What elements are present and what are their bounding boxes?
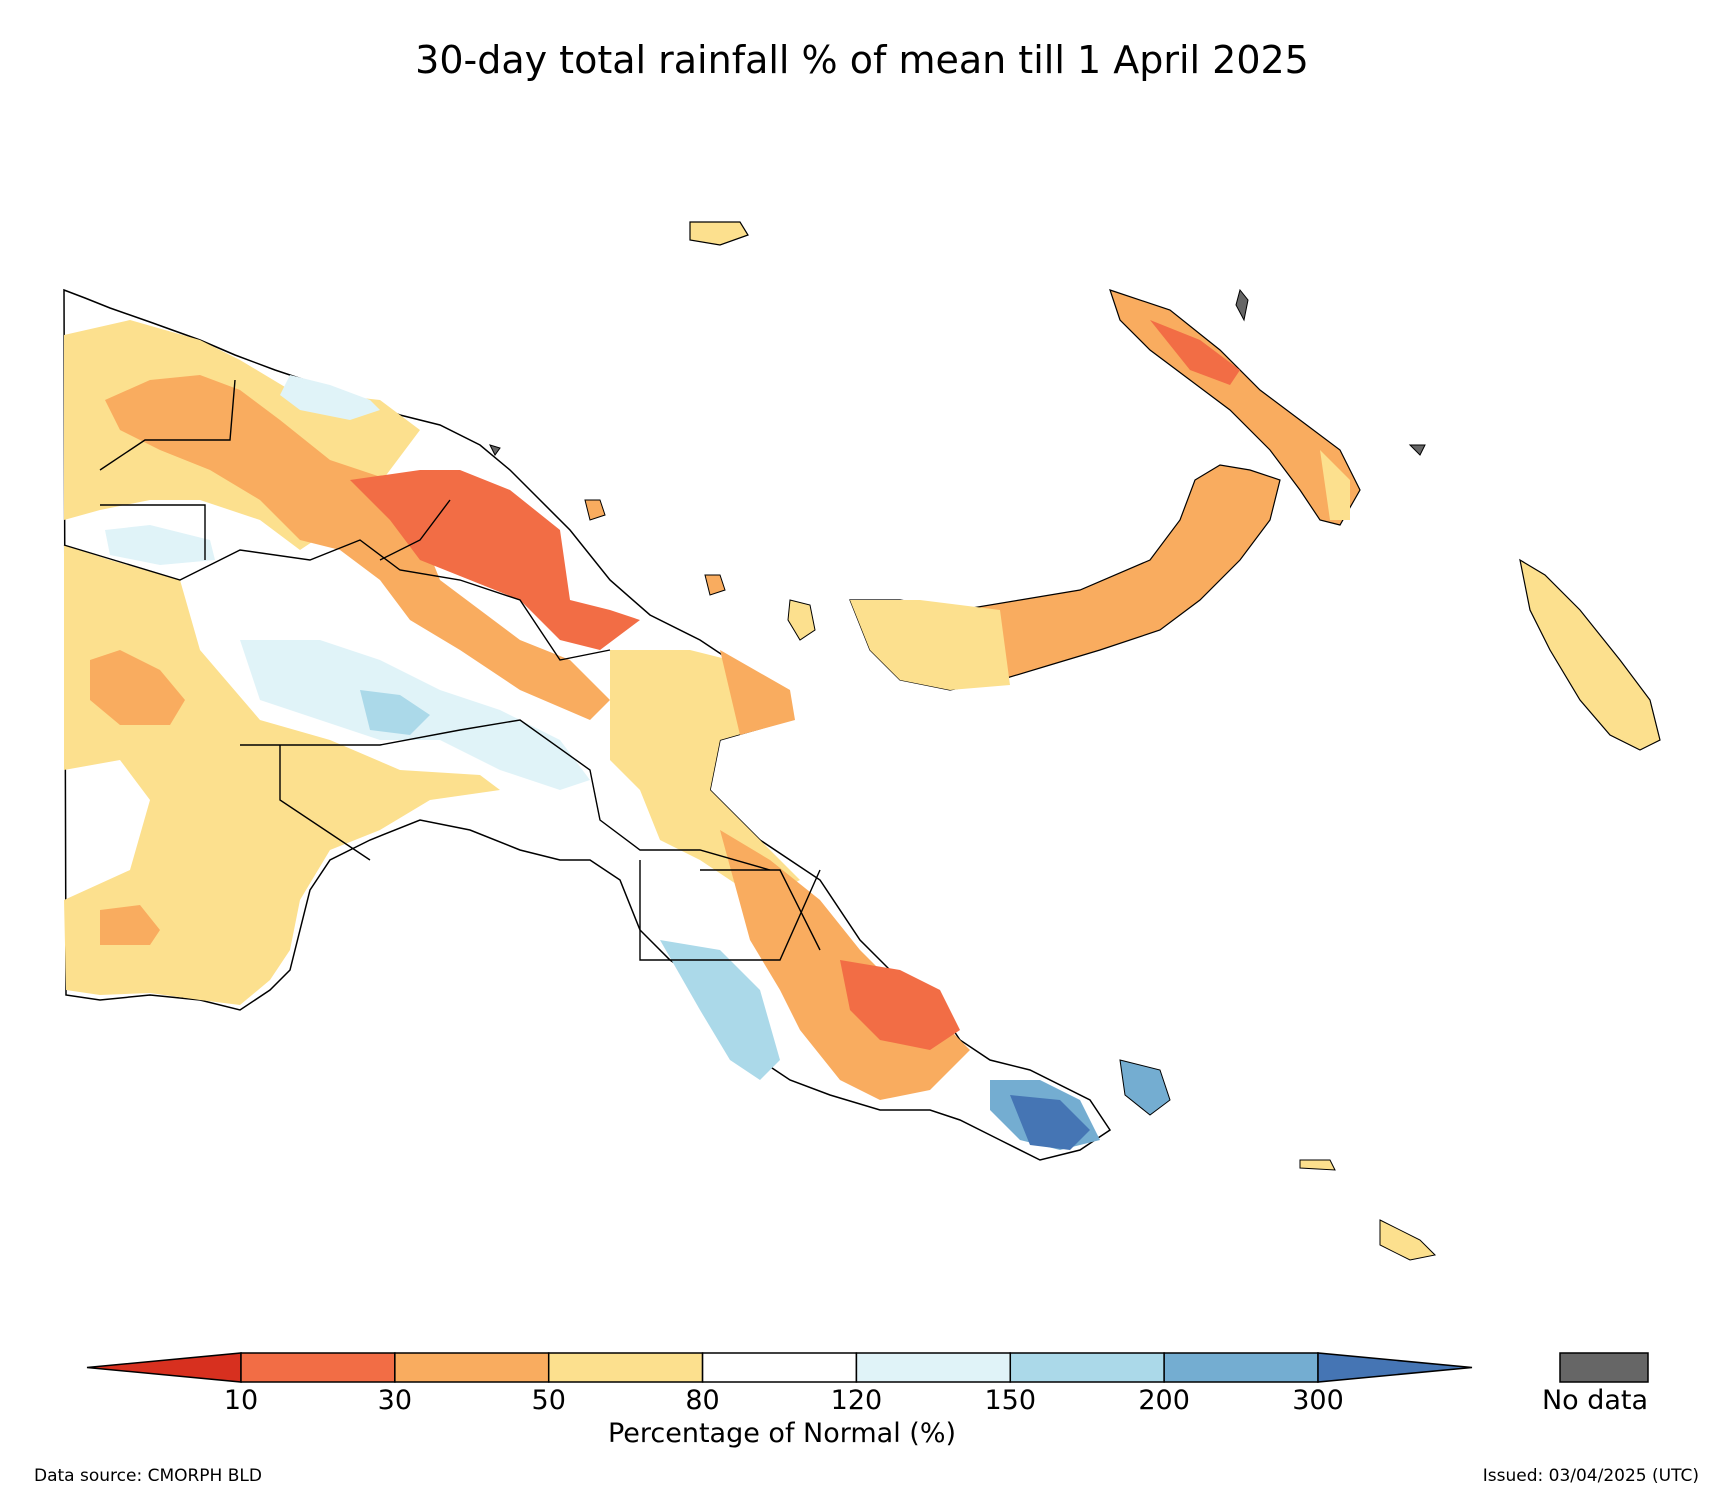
rainfall-zone-30-50-east-arm [720, 650, 795, 735]
no-data-island-1 [1235, 288, 1249, 322]
colorbar-tick-label: 80 [685, 1385, 720, 1416]
colorbar-cell [855, 1352, 1012, 1383]
colorbar-extend-high [1317, 1352, 1473, 1383]
colorbar-tick-label: 150 [984, 1385, 1037, 1416]
karkar-island [584, 499, 606, 521]
colorbar-tick-label: 300 [1292, 1385, 1344, 1416]
colorbar-tick-label: 120 [830, 1385, 883, 1416]
rainfall-zone-120-150-west [105, 525, 215, 565]
bougainville-island [1519, 558, 1661, 751]
colorbar-cell [547, 1352, 704, 1383]
colorbar-tick-label: 50 [531, 1385, 566, 1416]
rainfall-zone-50-80-southwest [64, 545, 500, 1005]
colorbar-cell [394, 1352, 550, 1383]
manus-island [689, 221, 749, 246]
rainfall-zone-10-30-southeast [840, 960, 960, 1050]
no-data-island-2 [1408, 444, 1426, 456]
map-title: 30-day total rainfall % of mean till 1 A… [415, 38, 1309, 82]
long-island [787, 599, 816, 641]
colorbar-extend-low [86, 1352, 242, 1383]
d-entrecasteaux-island [1119, 1059, 1171, 1116]
new-ireland-darker-zone [1150, 320, 1240, 385]
rainfall-zone-30-50-sw-blob [100, 905, 160, 945]
colorbar-label: Percentage of Normal (%) [607, 1418, 957, 1449]
new-britain-west-zone [850, 600, 1010, 690]
colorbar-cell [240, 1352, 396, 1383]
province-borders [63, 379, 821, 961]
no-data-label: No data [1541, 1385, 1649, 1416]
rainfall-zone-120-150-north [280, 375, 380, 420]
no-data-swatch [1559, 1352, 1649, 1383]
no-data-island-3 [489, 444, 501, 456]
new-ireland-south-zone [1320, 450, 1350, 520]
rainfall-zone-30-50-northwest [105, 375, 610, 720]
rainfall-zone-150-200-central [360, 690, 430, 735]
small-island-se [1299, 1159, 1336, 1171]
colorbar-cell [701, 1352, 858, 1383]
data-source: Data source: CMORPH BLD [34, 1466, 262, 1486]
rainfall-zone-150-200-south-coast [660, 940, 780, 1080]
louisiade-island [1379, 1219, 1437, 1261]
colorbar-cell [1163, 1352, 1319, 1383]
colorbar-tick-label: 30 [377, 1385, 413, 1416]
colorbar-tick-label: 200 [1138, 1385, 1190, 1416]
colorbar-cell [1009, 1352, 1165, 1383]
rainfall-zone-10-30-north [350, 470, 640, 650]
rainfall-zone-30-50-west-blob [90, 650, 185, 725]
rainfall-zone-300plus-tip [1010, 1095, 1090, 1150]
colorbar-tick-label: 10 [223, 1385, 259, 1416]
umboi-island [704, 574, 726, 596]
issued-date: Issued: 03/04/2025 (UTC) [1482, 1466, 1699, 1486]
